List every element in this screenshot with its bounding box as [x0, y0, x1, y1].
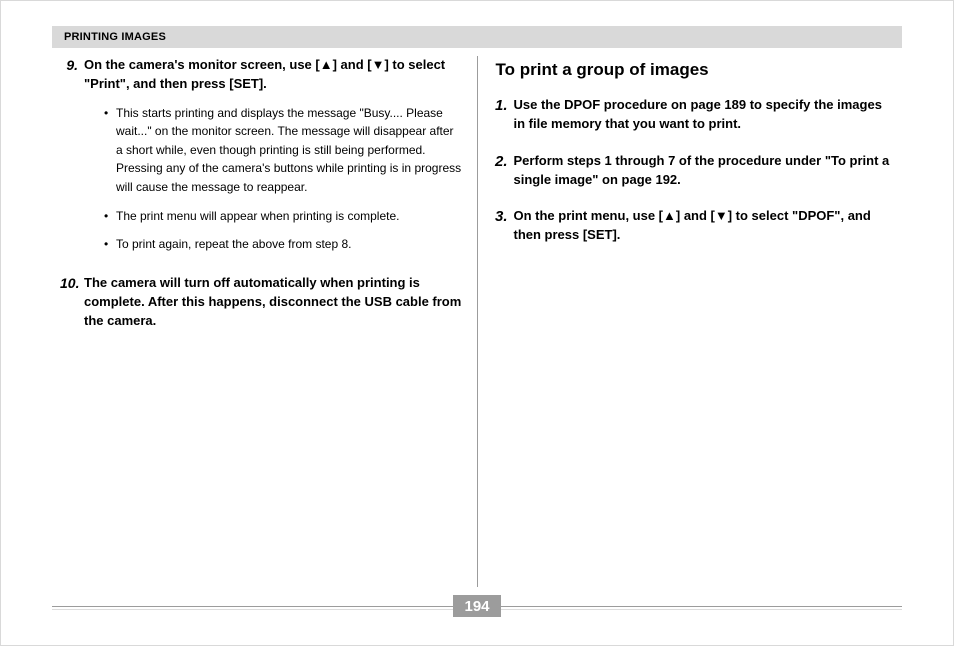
step-number: 1. [492, 96, 514, 134]
footer: 194 [52, 595, 902, 617]
step-text: On the camera's monitor screen, use [▲] … [84, 56, 463, 94]
content-area: 9. On the camera's monitor screen, use [… [52, 56, 902, 587]
sub-text: To print again, repeat the above from st… [116, 235, 463, 254]
bullet-icon: • [104, 207, 116, 226]
step-sublist: • This starts printing and displays the … [104, 104, 463, 254]
step-body: The camera will turn off automatically w… [84, 274, 463, 331]
step-number: 2. [492, 152, 514, 190]
footer-rule-right [501, 606, 902, 607]
step-9: 9. On the camera's monitor screen, use [… [60, 56, 463, 264]
sub-item: • The print menu will appear when printi… [104, 207, 463, 226]
step-text: Perform steps 1 through 7 of the procedu… [514, 152, 895, 190]
column-divider [477, 56, 478, 587]
step-text: On the print menu, use [▲] and [▼] to se… [514, 207, 895, 245]
footer-rule-left [52, 606, 453, 607]
bullet-icon: • [104, 104, 116, 197]
step-2: 2. Perform steps 1 through 7 of the proc… [492, 152, 895, 190]
step-1: 1. Use the DPOF procedure on page 189 to… [492, 96, 895, 134]
step-body: Perform steps 1 through 7 of the procedu… [514, 152, 895, 190]
bullet-icon: • [104, 235, 116, 254]
section-header: PRINTING IMAGES [52, 26, 902, 48]
sub-text: This starts printing and displays the me… [116, 104, 463, 197]
step-number: 9. [60, 56, 84, 264]
step-text: Use the DPOF procedure on page 189 to sp… [514, 96, 895, 134]
step-number: 10. [60, 274, 84, 331]
step-number: 3. [492, 207, 514, 245]
step-text: The camera will turn off automatically w… [84, 274, 463, 331]
subsection-heading: To print a group of images [496, 60, 895, 80]
page-number: 194 [464, 598, 489, 615]
sub-item: • To print again, repeat the above from … [104, 235, 463, 254]
step-body: On the camera's monitor screen, use [▲] … [84, 56, 463, 264]
page-number-box: 194 [453, 595, 501, 617]
step-3: 3. On the print menu, use [▲] and [▼] to… [492, 207, 895, 245]
section-header-title: PRINTING IMAGES [64, 31, 166, 43]
right-column: To print a group of images 1. Use the DP… [484, 56, 903, 587]
step-body: Use the DPOF procedure on page 189 to sp… [514, 96, 895, 134]
step-10: 10. The camera will turn off automatical… [60, 274, 463, 331]
page: PRINTING IMAGES 9. On the camera's monit… [0, 0, 954, 646]
left-column: 9. On the camera's monitor screen, use [… [52, 56, 471, 587]
sub-text: The print menu will appear when printing… [116, 207, 463, 226]
step-body: On the print menu, use [▲] and [▼] to se… [514, 207, 895, 245]
sub-item: • This starts printing and displays the … [104, 104, 463, 197]
